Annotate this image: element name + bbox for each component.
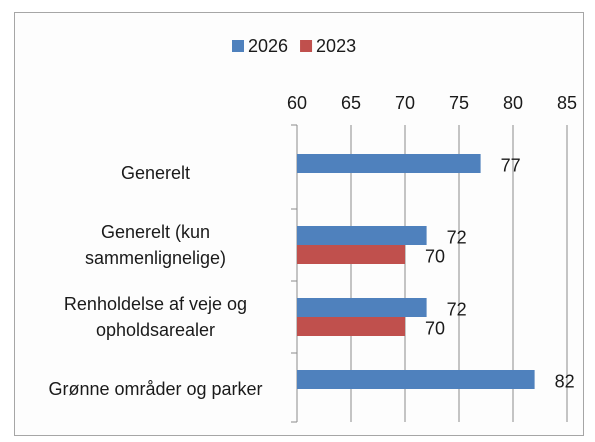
y-tick-label: Generelt (kun sammenlignelige) (84, 222, 227, 268)
x-tick-label: 60 (287, 93, 307, 113)
x-tick-label: 65 (341, 93, 361, 113)
data-label: 72 (447, 227, 467, 247)
legend-swatch (300, 40, 313, 52)
x-tick-label: 80 (503, 93, 523, 113)
y-tick-label: Generelt (120, 163, 191, 183)
bar (297, 226, 427, 245)
y-tick-label: Renholdelse af veje og opholdsarealer (63, 294, 248, 340)
bar (297, 317, 405, 336)
data-label: 70 (425, 318, 445, 338)
x-tick-label: 70 (395, 93, 415, 113)
bar (297, 370, 535, 389)
bar (297, 154, 481, 173)
chart-frame (14, 12, 584, 436)
x-tick-label: 75 (449, 93, 469, 113)
y-tick-label: Grønne områder og parker (48, 379, 263, 399)
legend-label: 2023 (316, 36, 356, 56)
data-label: 77 (501, 155, 521, 175)
legend-swatch (232, 40, 244, 52)
data-label: 82 (555, 371, 575, 391)
data-label: 70 (425, 246, 445, 266)
bar (297, 245, 405, 264)
bar (297, 298, 427, 317)
x-tick-label: 85 (557, 93, 577, 113)
legend-label: 2026 (248, 36, 288, 56)
data-label: 72 (447, 299, 467, 319)
